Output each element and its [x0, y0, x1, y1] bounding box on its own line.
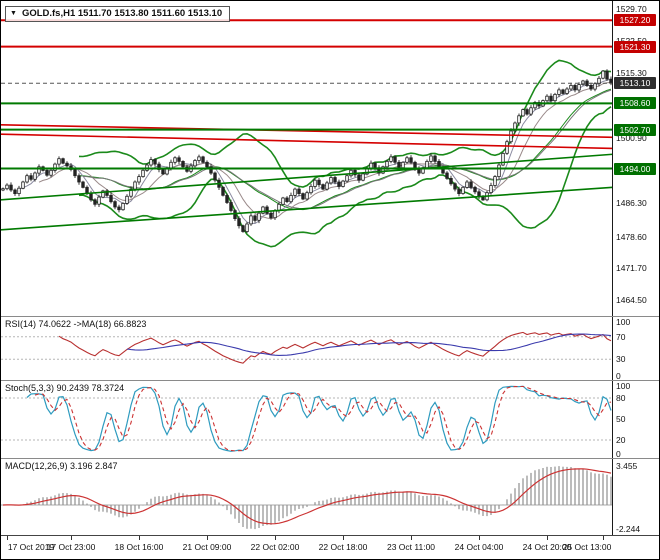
- time-tick: [479, 536, 480, 540]
- macd-label: MACD(12,26,9) 3.196 2.847: [5, 461, 118, 471]
- macd-panel: 3.455 -2.244 MACD(12,26,9) 3.196 2.847: [1, 458, 659, 535]
- rsi-canvas[interactable]: [1, 317, 613, 380]
- time-tick: [343, 536, 344, 540]
- time-tick: [275, 536, 276, 540]
- time-axis-label: 23 Oct 11:00: [386, 542, 436, 552]
- time-tick: [547, 536, 548, 540]
- time-axis-label: 21 Oct 09:00: [182, 542, 232, 552]
- price-axis-label: 1478.60: [616, 232, 647, 243]
- stochastic-canvas[interactable]: [1, 381, 613, 458]
- time-axis-label: 18 Oct 16:00: [114, 542, 164, 552]
- time-axis-label: 22 Oct 02:00: [250, 542, 300, 552]
- indicator-axis-label: 100: [616, 317, 631, 327]
- rsi-label: RSI(14) 74.0622 ->MA(18) 66.8823: [5, 319, 147, 329]
- price-axis-label: 1500.90: [616, 132, 647, 143]
- price-axis-label: 1471.70: [616, 263, 647, 274]
- macd-scale[interactable]: 3.455 -2.244: [612, 459, 659, 535]
- indicator-axis-label: 50: [616, 414, 626, 424]
- price-scale[interactable]: 1529.701522.501515.301500.901486.301478.…: [612, 1, 659, 316]
- price-axis-label: 1464.50: [616, 295, 647, 306]
- time-axis-label: 24 Oct 20:00: [522, 542, 572, 552]
- main-chart-panel: 1529.701522.501515.301500.901486.301478.…: [1, 1, 659, 316]
- price-chart-canvas[interactable]: [1, 1, 613, 316]
- time-tick: [411, 536, 412, 540]
- price-axis-label: 1529.70: [616, 4, 647, 15]
- time-axis-label: 17 Oct 23:00: [46, 542, 96, 552]
- indicator-axis-label: 0: [616, 449, 621, 459]
- time-tick: [7, 536, 8, 540]
- indicator-axis-label: 100: [616, 381, 631, 391]
- time-axis[interactable]: 17 Oct 2019 17 Oct 23:00 18 Oct 16:00 21 Oc…: [1, 535, 659, 559]
- time-tick: [603, 536, 604, 540]
- time-tick: [139, 536, 140, 540]
- time-tick: [71, 536, 72, 540]
- time-axis-label: 24 Oct 04:00: [454, 542, 504, 552]
- chart-header: ▼ GOLD.fs,H1 1511.70 1513.80 1511.60 151…: [5, 6, 231, 22]
- price-badge: 1502.70: [614, 123, 656, 136]
- price-badge: 1513.10: [614, 77, 656, 90]
- price-axis-label: 1486.30: [616, 197, 647, 208]
- price-axis-label: 1515.30: [616, 68, 647, 79]
- price-badge: 1494.00: [614, 162, 656, 175]
- indicator-axis-label: 70: [616, 331, 626, 342]
- price-badge: 1521.30: [614, 40, 656, 53]
- stochastic-scale[interactable]: 100 80 50 20 0: [612, 381, 659, 459]
- stochastic-label: Stoch(5,3,3) 90.2439 78.3724: [5, 383, 125, 393]
- time-axis-label: 17 Oct 2019: [7, 542, 55, 552]
- chart-menu-arrow-icon[interactable]: ▼: [10, 9, 17, 17]
- time-tick: [207, 536, 208, 540]
- indicator-axis-label: 20: [616, 435, 626, 445]
- indicator-axis-label: 0: [616, 371, 621, 381]
- indicator-axis-label: 3.455: [616, 461, 638, 471]
- time-axis-label: 25 Oct 13:00: [562, 542, 612, 552]
- time-axis-label: 22 Oct 18:00: [318, 542, 368, 552]
- indicator-axis-label: -2.244: [616, 524, 641, 534]
- indicator-axis-label: 30: [616, 354, 626, 365]
- stochastic-panel: 100 80 50 20 0 Stoch(5,3,3) 90.2439 78.3724: [1, 380, 659, 459]
- chart-ohlc-text: GOLD.fs,H1 1511.70 1513.80 1511.60 1513.…: [21, 8, 223, 19]
- indicator-axis-label: 80: [616, 393, 626, 403]
- macd-canvas[interactable]: [1, 459, 613, 535]
- rsi-scale[interactable]: 100 70 30 0: [612, 317, 659, 381]
- rsi-panel: 100 70 30 0 RSI(14) 74.0622 ->MA(18) 66.882…: [1, 316, 659, 381]
- price-badge: 1508.60: [614, 97, 656, 110]
- price-badge: 1527.20: [614, 14, 656, 27]
